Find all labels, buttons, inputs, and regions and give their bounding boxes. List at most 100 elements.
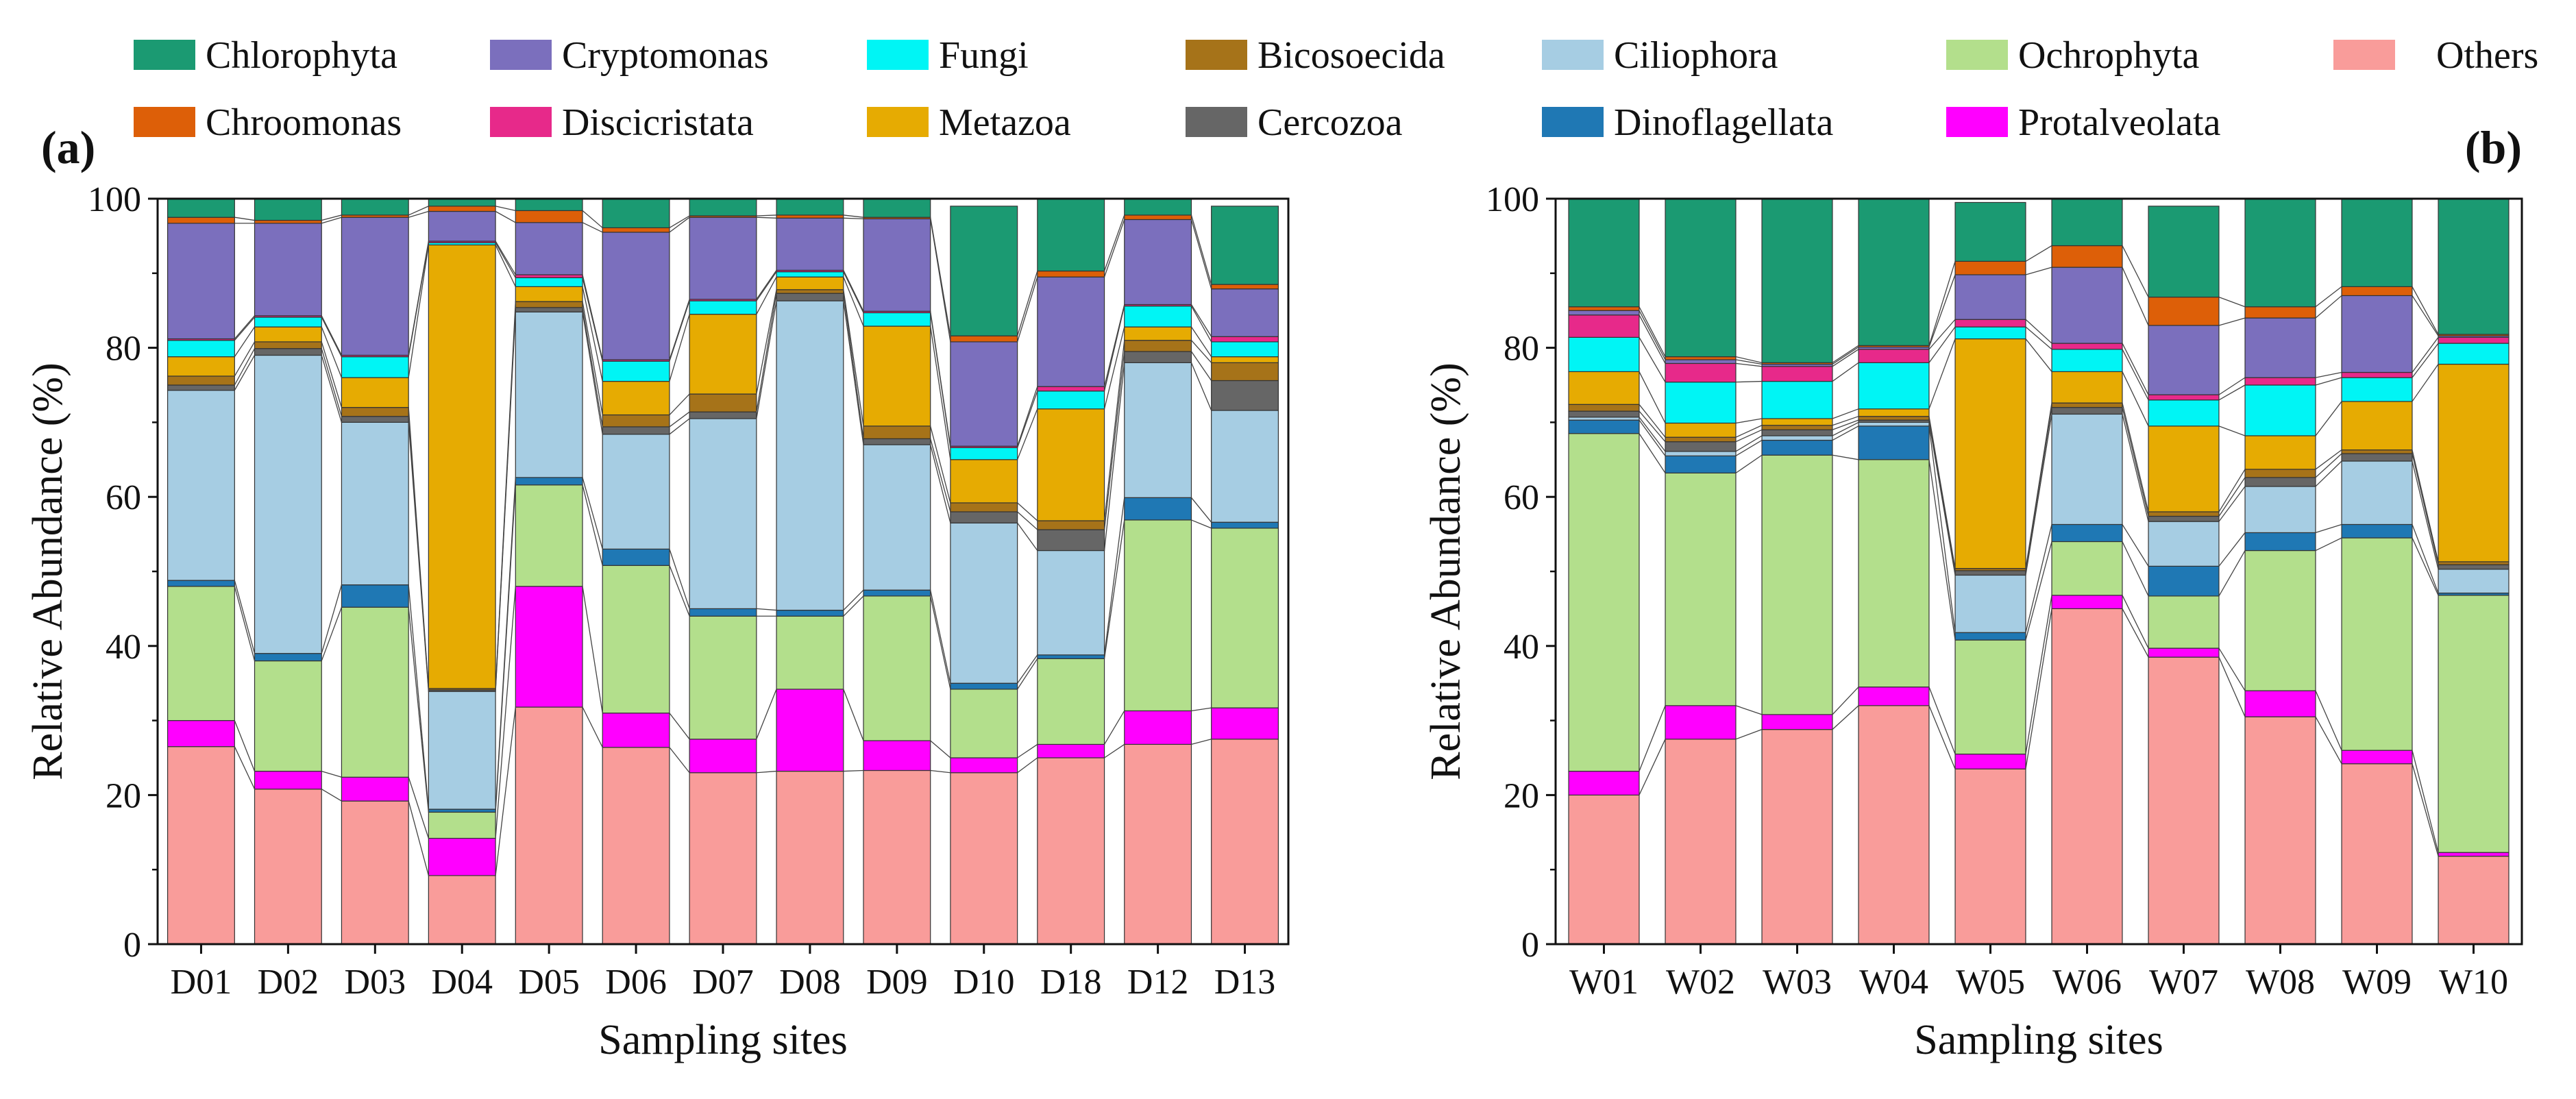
segment-d02-cryptomonas: [254, 223, 322, 317]
connector-line: [2122, 349, 2149, 401]
segment-d07-ochrophyta: [689, 615, 757, 740]
legend-label: Cryptomonas: [562, 34, 769, 77]
connector-line: [2122, 371, 2149, 427]
connector-line: [1190, 219, 1212, 289]
connector-line: [1017, 511, 1038, 530]
segment-d13-fungi: [1211, 341, 1279, 358]
segment-d07-metazoa: [689, 314, 757, 395]
connector-line: [2025, 338, 2052, 372]
segment-w02-others: [1665, 739, 1737, 945]
connector-line: [234, 580, 256, 654]
x-tick-label-d13: D13: [1214, 963, 1276, 1002]
connector-line: [843, 270, 864, 312]
connector-line: [495, 210, 516, 223]
bar-w07: [2148, 206, 2220, 945]
segment-d05-fungi: [515, 277, 583, 287]
segment-d10-others: [950, 772, 1018, 945]
connector-line: [756, 271, 777, 301]
legend-swatch: [490, 107, 552, 137]
segment-d18-discicristata: [1037, 386, 1105, 392]
segment-w03-dinoflagellata: [1761, 439, 1833, 456]
connector-line: [756, 300, 777, 419]
legend-item-cryptomonas: Cryptomonas: [490, 34, 769, 77]
connector-line: [2218, 656, 2246, 717]
legend-swatch: [490, 40, 552, 70]
connector-line: [2025, 326, 2052, 350]
connector-line: [2315, 401, 2342, 436]
x-tick-label-d01: D01: [171, 963, 232, 1002]
segment-d13-discicristata: [1211, 336, 1279, 343]
segment-d06-protalveolata: [602, 713, 670, 748]
legend-label: Discicristata: [562, 101, 754, 144]
connector-line: [234, 355, 256, 391]
segment-w02-ciliophora: [1665, 451, 1737, 456]
connector-line: [1928, 687, 1956, 754]
segment-d02-fungi: [254, 317, 322, 328]
x-tick-label-d09: D09: [866, 963, 928, 1002]
connector-line: [2315, 537, 2342, 552]
segment-d01-ochrophyta: [167, 586, 235, 721]
segment-d06-cercozoa: [602, 426, 670, 435]
segment-d13-bicosoecida: [1211, 362, 1279, 382]
segment-w04-metazoa: [1858, 408, 1930, 417]
segment-d12-ochrophyta: [1124, 519, 1192, 712]
connector-line: [2122, 402, 2149, 513]
segment-w09-fungi: [2341, 377, 2413, 402]
connector-line: [1832, 416, 1859, 426]
connector-line: [321, 584, 343, 654]
segment-w05-discicristata: [1954, 319, 2026, 328]
legend-item-protalveolata: Protalveolata: [1946, 101, 2221, 144]
connector-line: [669, 217, 690, 233]
segment-w06-others: [2051, 608, 2123, 945]
connector-line: [1735, 356, 1763, 363]
segment-w03-discicristata: [1761, 366, 1833, 382]
segment-d02-bicosoecida: [254, 341, 322, 349]
connector-line: [669, 393, 690, 415]
segment-d04-chroomonas: [428, 206, 496, 212]
legend-swatch: [1946, 107, 2008, 137]
segment-d05-cercozoa: [515, 307, 583, 312]
connector-line: [495, 586, 516, 839]
segment-d05-discicristata: [515, 274, 583, 278]
segment-w08-ochrophyta: [2244, 550, 2316, 691]
segment-d09-ciliophora: [863, 444, 931, 591]
connector-line: [2412, 343, 2439, 378]
connector-line: [669, 215, 690, 228]
connector-line: [930, 439, 951, 513]
segment-w04-discicristata: [1858, 349, 1930, 363]
bar-d12: [1124, 198, 1192, 945]
connector-line: [1928, 326, 1956, 363]
connector-line: [1639, 739, 1666, 795]
segment-d08-cercozoa: [776, 293, 844, 301]
legend-swatch: [867, 40, 929, 70]
connector-line: [1017, 386, 1038, 447]
segment-d05-cryptomonas: [515, 222, 583, 275]
connector-line: [1103, 362, 1125, 551]
connector-line: [2025, 541, 2052, 641]
segment-d02-protalveolata: [254, 770, 322, 790]
segment-d03-cercozoa: [341, 416, 409, 423]
connector-line: [669, 314, 690, 382]
connector-line: [930, 311, 951, 447]
connector-line: [2315, 377, 2342, 386]
segment-w08-cryptomonas: [2244, 317, 2316, 378]
segment-d10-bicosoecida: [950, 502, 1018, 513]
segment-d18-ciliophora: [1037, 550, 1105, 656]
segment-w06-ciliophora: [2051, 413, 2123, 526]
segment-w05-metazoa: [1954, 338, 2026, 569]
legend-label: Ciliophora: [1614, 34, 1778, 77]
segment-w02-protalveolata: [1665, 705, 1737, 740]
connector-line: [1017, 522, 1038, 551]
connector-line: [1928, 705, 1956, 769]
segment-w04-protalveolata: [1858, 687, 1930, 706]
segment-d08-ochrophyta: [776, 615, 844, 690]
segment-d05-ochrophyta: [515, 484, 583, 587]
segment-w02-metazoa: [1665, 422, 1737, 438]
connector-line: [321, 326, 343, 378]
segment-d01-ciliophora: [167, 390, 235, 581]
segment-d18-chroomonas: [1037, 270, 1105, 277]
connector-line: [2315, 523, 2342, 534]
connector-line: [1832, 408, 1859, 419]
segment-w01-ochrophyta: [1568, 433, 1640, 772]
